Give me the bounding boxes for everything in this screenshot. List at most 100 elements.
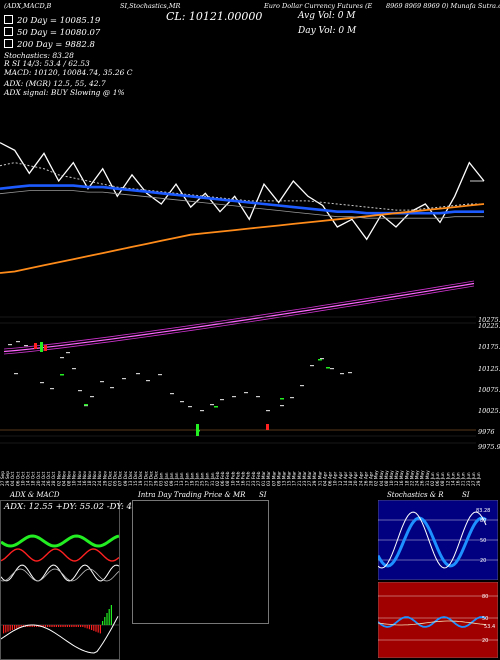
band-series-group — [3, 280, 475, 355]
price-dash — [40, 382, 44, 384]
date-label: 27 Sep — [0, 471, 6, 486]
date-label: 12 May — [394, 470, 400, 486]
date-label: 27 Mar — [307, 471, 313, 486]
date-label: 09 Mar — [276, 471, 282, 486]
date-label: 20 Apr — [353, 471, 359, 486]
price-dash — [200, 410, 204, 412]
date-label: 10 Feb — [230, 471, 236, 486]
date-label: 24 Oct — [41, 471, 47, 486]
intraday-panel — [132, 500, 269, 624]
date-label: 02 Feb — [215, 471, 221, 486]
macd-bar — [18, 625, 20, 628]
rsi-tick-label: 20 — [482, 638, 488, 644]
macd-bar — [69, 625, 71, 627]
rsi-line — [378, 616, 487, 628]
legend-ema20: 20 Day = 10085.19 — [4, 15, 100, 26]
rsi-tick-label: 50 — [482, 616, 488, 622]
date-label: 27 Jan — [205, 472, 211, 486]
macd-bar — [93, 625, 95, 631]
adx-line — [1, 564, 119, 582]
price-axis-label: 10125.6 — [478, 365, 500, 373]
green-dash — [318, 359, 322, 361]
date-label: 06 Feb — [220, 471, 226, 486]
macd-bar — [44, 625, 46, 627]
date-label: 27 Jun — [471, 472, 477, 486]
price-dash — [14, 373, 18, 375]
minus-di-line — [1, 548, 119, 562]
date-label: 20 Oct — [36, 471, 42, 486]
price-dash — [72, 368, 76, 370]
price-dash — [90, 396, 94, 398]
stoch-k-line — [378, 511, 487, 569]
date-label: 04 May — [379, 470, 385, 486]
band-line — [3, 280, 475, 350]
date-label: 29 Jun — [476, 472, 482, 486]
date-label: 08 Jun — [440, 472, 446, 486]
rsi-chart: 80 50 20 53.4 — [378, 582, 498, 658]
price-axis-label: 9975.986 — [478, 443, 500, 451]
date-label: 27 Feb — [256, 471, 262, 486]
close-price-label: CL: 10121.00000 — [166, 10, 263, 23]
macd-bar — [27, 625, 29, 627]
macd-bar — [55, 625, 57, 627]
date-label: 13 Mar — [282, 471, 288, 486]
macd-bar — [82, 625, 84, 627]
rsi-average-line — [378, 620, 487, 626]
header-indicators-2: SI,Stochastics,MR — [120, 2, 181, 10]
avg-volume-label: Avg Vol: 0 M — [298, 11, 356, 21]
price-dash — [78, 390, 82, 392]
date-label: 23 Jan — [195, 472, 201, 486]
date-label: 16 Jun — [456, 472, 462, 486]
date-label: 18 Apr — [348, 471, 354, 486]
intraday-si-label: SI — [259, 491, 267, 499]
date-label: 04 Nov — [61, 470, 67, 486]
date-label: 05 Jan — [164, 472, 170, 486]
date-label: 10 Nov — [72, 470, 78, 486]
date-label: 14 Jun — [450, 472, 456, 486]
band-line — [3, 282, 475, 353]
date-label: 13 Dec — [128, 470, 134, 486]
macd-bar — [80, 625, 82, 627]
date-label: 26 May — [420, 470, 426, 486]
macd-bar — [110, 605, 112, 625]
ema200-line — [0, 203, 485, 274]
date-label: 06 Jun — [435, 472, 441, 486]
date-label: 08 Feb — [225, 471, 231, 486]
date-label: 18 Nov — [87, 470, 93, 486]
header-source: 8969 8969 8969 0) Munafa Sutra.com — [386, 2, 500, 10]
date-label: 28 Oct — [51, 471, 57, 486]
date-label: 13 Jan — [179, 472, 185, 486]
macd-bar — [3, 625, 5, 634]
date-label: 01 Dec — [108, 470, 114, 486]
date-label: 29 Mar — [312, 471, 318, 486]
date-label: 22 Nov — [92, 470, 98, 486]
date-label: 06 Apr — [328, 471, 334, 486]
stoch-si-label: SI — [462, 491, 470, 499]
green-dash — [60, 374, 64, 376]
price-dash — [24, 345, 28, 347]
date-label: 31 May — [425, 470, 431, 486]
macd-bar — [102, 621, 104, 625]
date-label: 10 Oct — [21, 471, 27, 486]
macd-bar — [75, 625, 77, 627]
price-dash — [136, 373, 140, 375]
date-label: 09 Jan — [169, 472, 175, 486]
stoch-value-tag: 83.28 — [476, 508, 490, 514]
price-dash — [158, 374, 162, 376]
date-label: 27 Dec — [148, 470, 154, 486]
date-label: 10 Apr — [333, 471, 339, 486]
macd-bar — [9, 625, 11, 631]
macd-bar — [64, 625, 66, 627]
macd-bar — [86, 625, 88, 629]
green-dash — [214, 406, 218, 408]
macd-bar — [71, 625, 73, 627]
green-dash — [280, 398, 284, 400]
price-axis-label: 10075.75 — [478, 386, 500, 394]
date-label: 16 Feb — [241, 471, 247, 486]
price-dash — [180, 401, 184, 403]
date-label: 02 Jun — [430, 472, 436, 486]
price-dash — [100, 381, 104, 383]
date-label: 16 May — [399, 470, 405, 486]
date-label: 15 Mar — [287, 471, 293, 486]
red-marker — [266, 424, 269, 430]
